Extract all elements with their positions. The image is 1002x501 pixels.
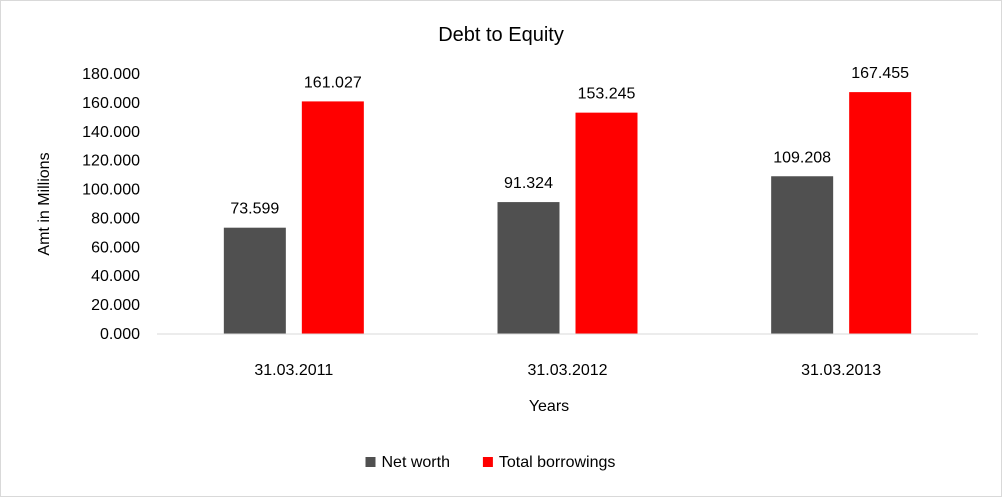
y-tick-label: 120.000 [82, 153, 140, 170]
chart-title: Debt to Equity [438, 24, 564, 46]
bar-value-label: 91.324 [504, 175, 553, 192]
bar [497, 202, 560, 334]
bar [223, 227, 286, 334]
y-tick-label: 20.000 [91, 297, 140, 314]
legend-swatch [482, 457, 493, 467]
y-tick-label: 40.000 [91, 268, 140, 285]
x-axis-ticks: 31.03.2011 31.03.2012 31.03.2013 [254, 362, 881, 379]
y-tick-label: 80.000 [91, 210, 140, 227]
y-axis-ticks: 0.000 20.000 40.000 60.000 80.000 100.000 120.… [82, 66, 140, 343]
bar-value-label: 109.208 [773, 149, 831, 166]
legend-label: Total borrowings [499, 454, 616, 471]
bar-value-label: 153.245 [578, 86, 636, 103]
bar [771, 176, 834, 334]
bar-value-label: 167.455 [851, 65, 909, 82]
y-tick-label: 60.000 [91, 239, 140, 256]
bar-data-labels: 73.599 161.027 91.324 153.245 109.208 167.455 [230, 65, 909, 218]
x-axis-label: Years [529, 398, 569, 415]
y-tick-label: 0.000 [100, 326, 140, 343]
y-tick-label: 160.000 [82, 95, 140, 112]
legend-swatch [365, 457, 376, 467]
y-tick-label: 140.000 [82, 124, 140, 141]
bar-value-label: 161.027 [304, 74, 362, 91]
y-tick-label: 180.000 [82, 66, 140, 83]
legend-label: Net worth [382, 454, 450, 471]
x-tick-label: 31.03.2013 [801, 362, 881, 379]
x-tick-label: 31.03.2011 [254, 362, 333, 379]
bar-value-label: 73.599 [230, 201, 279, 218]
bars [223, 92, 912, 335]
x-tick-label: 31.03.2012 [527, 362, 607, 379]
y-axis-label: Amt in Millions [36, 152, 53, 255]
legend: Net worth Total borrowings [365, 454, 616, 471]
bar [575, 112, 638, 334]
bar [849, 92, 912, 335]
y-tick-label: 100.000 [82, 182, 140, 199]
bar [301, 101, 364, 334]
